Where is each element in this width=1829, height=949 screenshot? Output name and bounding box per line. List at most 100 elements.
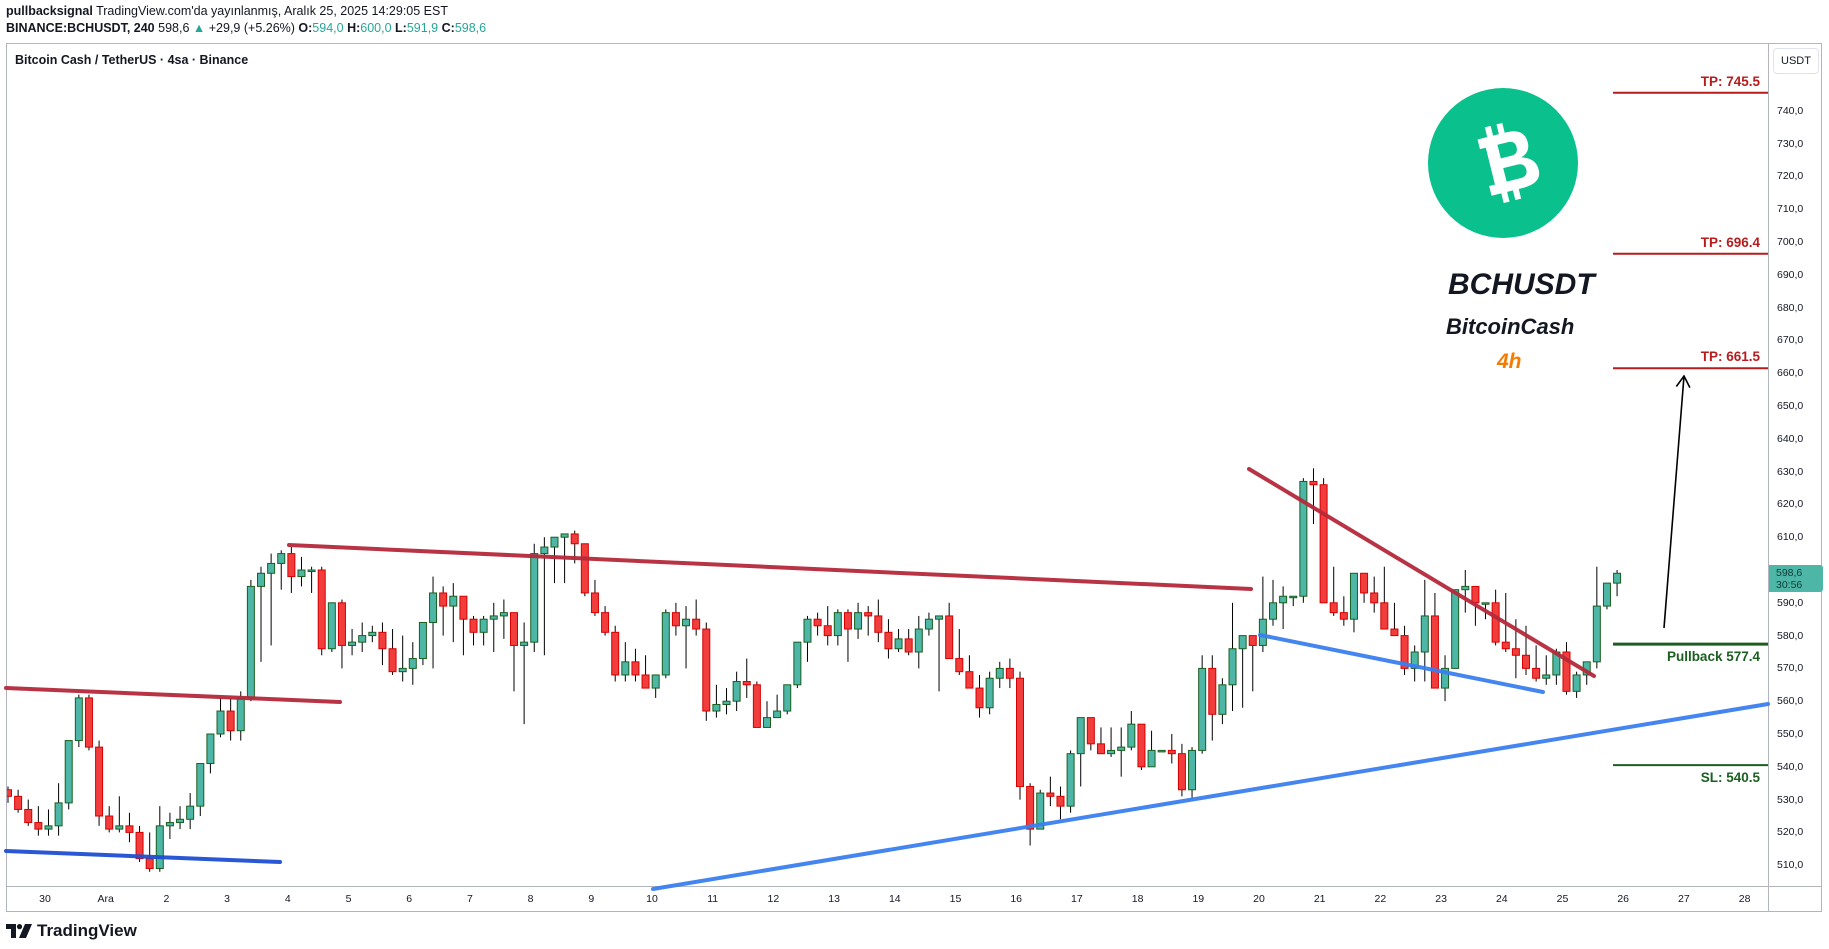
target-arrow xyxy=(1663,375,1685,629)
bull-candle xyxy=(773,710,782,719)
chart-legend-title: Bitcoin Cash / TetherUS · 4sa · Binance xyxy=(15,53,249,67)
price-tick: 710,0 xyxy=(1777,203,1804,216)
time-tick: 11 xyxy=(707,893,719,905)
bull-candle xyxy=(216,710,225,735)
price-tick: 640,0 xyxy=(1777,432,1804,445)
bear-candle xyxy=(337,602,346,646)
bull-candle xyxy=(1147,749,1156,768)
bear-candle xyxy=(945,615,954,660)
bull-candle xyxy=(1238,635,1247,650)
up-arrow-icon: ▲ xyxy=(192,21,206,35)
bull-candle xyxy=(1542,674,1551,679)
bear-candle xyxy=(601,612,610,633)
tradingview-logo-icon xyxy=(6,924,32,938)
bull-candle xyxy=(1410,651,1419,669)
level-label-tp1: TP: 661.5 xyxy=(1700,349,1760,365)
price-axis-divider xyxy=(1768,43,1769,912)
bear-candle xyxy=(843,612,852,630)
price-tick: 580,0 xyxy=(1777,629,1804,642)
price-tick: 730,0 xyxy=(1777,137,1804,150)
time-tick: 15 xyxy=(949,893,962,905)
bull-candle xyxy=(1269,602,1277,620)
tradingview-brand[interactable]: TradingView xyxy=(6,921,137,941)
author-name[interactable]: pullbacksignal xyxy=(6,4,93,18)
currency-unit-button[interactable]: USDT xyxy=(1773,48,1819,74)
bear-candle xyxy=(1005,667,1014,679)
bull-candle xyxy=(1451,589,1460,669)
price-tick: 720,0 xyxy=(1777,170,1804,183)
bear-candle xyxy=(1137,723,1146,768)
bull-candle xyxy=(267,562,276,574)
price-tick: 550,0 xyxy=(1777,728,1804,740)
bull-candle xyxy=(1602,582,1611,607)
bull-candle xyxy=(429,592,438,623)
time-tick: 24 xyxy=(1495,893,1508,905)
price-tick: 620,0 xyxy=(1777,498,1804,511)
bear-candle xyxy=(1360,572,1369,594)
time-tick: 7 xyxy=(466,893,473,905)
bear-candle xyxy=(631,661,640,676)
time-tick: 13 xyxy=(828,893,840,905)
bull-candle xyxy=(307,569,316,572)
bear-candle xyxy=(1501,641,1510,650)
bear-candle xyxy=(145,858,154,869)
chart-frame xyxy=(6,43,1822,912)
bear-candle xyxy=(510,612,518,646)
bear-candle xyxy=(1471,585,1480,604)
bear-candle xyxy=(34,822,43,830)
bull-candle xyxy=(783,684,792,712)
bear-candle xyxy=(84,697,93,748)
bull-candle xyxy=(560,533,569,538)
price-tick: 670,0 xyxy=(1777,334,1804,347)
bear-candle xyxy=(1339,612,1348,620)
trendline-left-resistance xyxy=(4,686,342,704)
bull-candle xyxy=(661,612,670,676)
price-tick: 520,0 xyxy=(1777,826,1804,839)
bear-candle xyxy=(1430,615,1439,689)
bull-candle xyxy=(712,703,721,712)
bull-candle xyxy=(1481,602,1490,605)
trendline-range-resistance xyxy=(287,543,1253,591)
bull-candle xyxy=(358,635,367,643)
bear-candle xyxy=(1167,749,1176,755)
symbol-interval: BINANCE:BCHUSDT, 240 xyxy=(6,21,155,35)
time-tick: 18 xyxy=(1131,893,1144,905)
candles xyxy=(7,468,1622,872)
bull-candle xyxy=(327,602,336,650)
bear-candle xyxy=(742,681,751,686)
time-tick: Ara xyxy=(97,893,114,905)
bull-candle xyxy=(1572,674,1581,692)
brand-name: TradingView xyxy=(37,921,137,940)
bull-candle xyxy=(489,615,498,620)
bear-candle xyxy=(692,618,701,630)
time-tick: 5 xyxy=(345,893,352,905)
time-tick: 8 xyxy=(527,893,534,905)
price-change: +29,9 (+5.26%) xyxy=(208,21,295,35)
bear-candle xyxy=(1096,743,1105,755)
overlay-coin-name: BitcoinCash xyxy=(1446,314,1575,339)
time-tick: 20 xyxy=(1253,893,1265,905)
bull-candle xyxy=(1066,753,1075,807)
last-price: 598,6 xyxy=(158,21,190,35)
bear-candle xyxy=(1056,795,1065,807)
bull-candle xyxy=(297,569,306,578)
price-tick: 740,0 xyxy=(1777,104,1804,117)
bull-candle xyxy=(449,595,458,607)
bear-candle xyxy=(955,658,964,673)
time-tick: 19 xyxy=(1192,893,1205,905)
price-tick: 510,0 xyxy=(1777,859,1804,872)
time-tick: 14 xyxy=(888,893,901,905)
bull-candle xyxy=(74,697,83,742)
bear-candle xyxy=(1046,792,1055,797)
price-tick: 630,0 xyxy=(1777,465,1804,478)
bear-candle xyxy=(965,671,974,689)
level-label-tp2: TP: 696.4 xyxy=(1700,234,1760,250)
time-tick: 17 xyxy=(1071,893,1083,905)
bull-candle xyxy=(236,697,245,732)
bull-candle xyxy=(408,658,417,669)
bull-candle xyxy=(64,740,73,804)
bear-candle xyxy=(1400,635,1409,669)
bull-candle xyxy=(176,818,185,824)
bear-candle xyxy=(378,631,387,650)
